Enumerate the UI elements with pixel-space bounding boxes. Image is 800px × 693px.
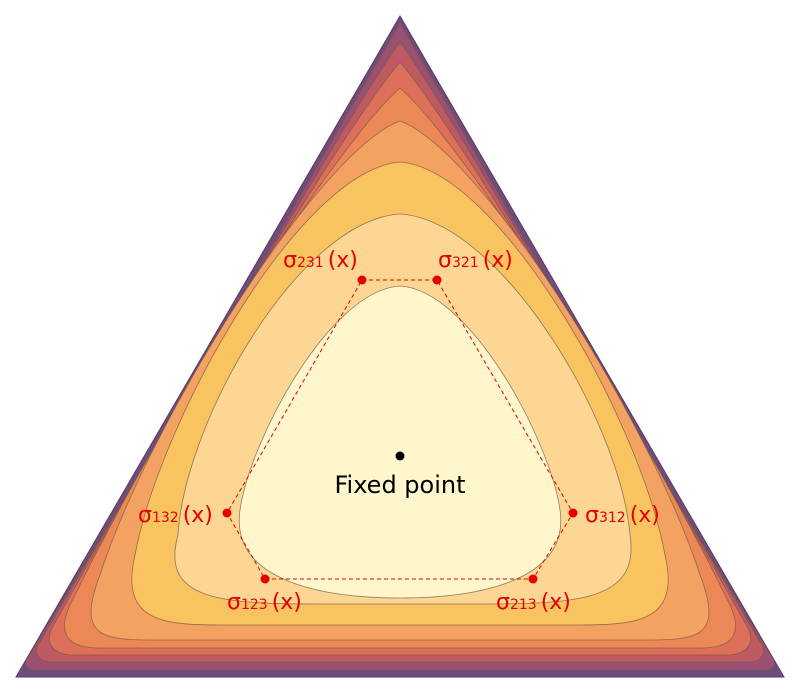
- point-sigma-132: [222, 508, 232, 518]
- label-sigma-213: σ213 (x): [496, 590, 571, 615]
- fixed-point-label: Fixed point: [334, 471, 465, 499]
- permutation-labels: σ231 (x) σ321 (x) σ132 (x) σ312 (x) σ123 (x) …: [138, 248, 660, 615]
- point-sigma-213: [528, 574, 538, 584]
- point-sigma-312: [568, 508, 578, 518]
- label-sigma-312: σ312 (x): [585, 503, 660, 528]
- contour-level-8: [238, 285, 562, 599]
- point-sigma-231: [357, 275, 367, 285]
- contour-levels: [25, 23, 775, 671]
- fixed-point-marker: [395, 451, 405, 461]
- label-sigma-321: σ321 (x): [438, 248, 513, 273]
- point-sigma-123: [260, 574, 270, 584]
- label-sigma-231: σ231 (x): [283, 248, 358, 273]
- label-sigma-132: σ132 (x): [138, 503, 213, 528]
- point-sigma-321: [432, 275, 442, 285]
- label-sigma-123: σ123 (x): [227, 590, 302, 615]
- permutation-points: [222, 275, 578, 584]
